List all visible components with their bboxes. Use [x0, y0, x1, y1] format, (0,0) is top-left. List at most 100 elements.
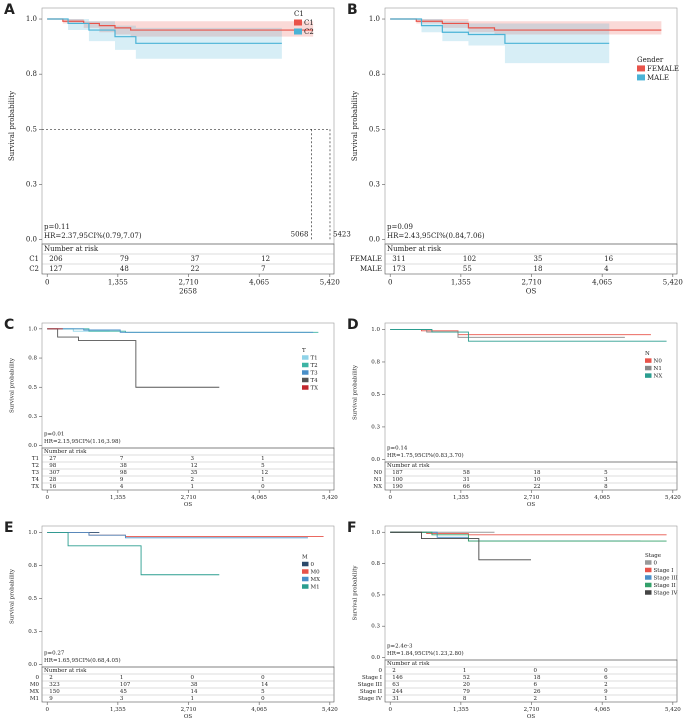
- x-tick-label: 5,420: [320, 279, 340, 287]
- risk-count: 10: [534, 477, 541, 483]
- risk-table-title: Number at risk: [387, 245, 442, 253]
- y-tick-label: 0.3: [26, 180, 37, 188]
- y-tick-label: 1.0: [371, 327, 380, 333]
- x-tick-label: 0: [45, 495, 49, 501]
- legend-label: M0: [311, 570, 321, 576]
- survival-curve: [390, 329, 667, 342]
- legend-label: T4: [311, 378, 319, 384]
- risk-count: 12: [261, 470, 268, 476]
- risk-count: 79: [120, 255, 129, 263]
- risk-count: 63: [392, 682, 399, 688]
- y-axis-label: Survival probability: [353, 565, 359, 621]
- x-tick-label: 0: [388, 279, 392, 287]
- legend-label: NX: [654, 374, 663, 380]
- y-tick-label: 1.0: [371, 530, 380, 536]
- annotation: HR=2.37,95CI%(0.79,7.07): [44, 232, 142, 240]
- legend-title: N: [645, 351, 650, 357]
- risk-row-name: N1: [374, 477, 382, 483]
- x-tick-label: 2,710: [524, 495, 540, 501]
- x-axis-label: OS: [527, 502, 536, 508]
- legend-label: Stage II: [654, 583, 676, 589]
- plot-frame: [41, 322, 335, 449]
- risk-count: 173: [392, 265, 405, 273]
- risk-count: 48: [120, 265, 129, 273]
- risk-count: 0: [261, 675, 265, 681]
- confidence-band: [47, 19, 314, 37]
- x-tick-label: 1,355: [451, 279, 471, 287]
- legend-label: T2: [311, 363, 318, 369]
- annotation: p=2.4e-3: [387, 644, 413, 650]
- y-tick-label: 0.0: [28, 443, 37, 449]
- risk-count: 2: [49, 675, 53, 681]
- risk-count: 52: [463, 675, 470, 681]
- risk-row-name: FEMALE: [350, 255, 382, 263]
- risk-row-name: T3: [32, 470, 40, 476]
- legend-label: T1: [311, 356, 318, 362]
- x-axis-label: 2658: [179, 287, 197, 295]
- risk-table-title: Number at risk: [387, 661, 430, 667]
- y-tick-label: 0.8: [26, 70, 37, 78]
- plot-frame: [384, 525, 678, 661]
- legend-swatch: [645, 582, 652, 588]
- x-tick-label: 5,420: [665, 495, 681, 501]
- risk-count: 0: [261, 484, 265, 490]
- risk-count: 5: [261, 689, 265, 695]
- annotation: HR=2.15,95CI%(1.16,3.98): [44, 438, 121, 445]
- annotation: p=0.14: [387, 446, 408, 452]
- legend-label: MALE: [647, 74, 669, 82]
- risk-count: 20: [463, 682, 470, 688]
- x-axis-label: OS: [526, 287, 537, 295]
- x-tick-label: 2,710: [181, 495, 197, 501]
- risk-count: 58: [463, 470, 470, 476]
- risk-count: 7: [261, 265, 265, 273]
- y-tick-label: 0.5: [369, 125, 380, 133]
- legend-swatch: [645, 365, 652, 371]
- x-tick-label: 2,710: [524, 707, 540, 713]
- x-tick-label: 2,710: [178, 279, 198, 287]
- legend-swatch: [302, 362, 309, 368]
- risk-row-name: T2: [32, 463, 39, 469]
- x-axis-label: OS: [527, 714, 536, 720]
- reference-label: 5068: [291, 231, 309, 239]
- risk-count: 16: [49, 484, 56, 490]
- risk-count: 3: [604, 477, 608, 483]
- legend-swatch: [302, 377, 309, 383]
- risk-row-name: M1: [30, 696, 39, 702]
- risk-count: 1: [261, 456, 265, 462]
- risk-count: 35: [191, 470, 198, 476]
- risk-count: 100: [392, 477, 403, 483]
- y-tick-label: 0.0: [371, 655, 380, 661]
- risk-count: 18: [534, 470, 541, 476]
- risk-count: 244: [392, 689, 403, 695]
- risk-row-name: MX: [29, 689, 39, 695]
- y-tick-label: 1.0: [26, 15, 37, 23]
- risk-count: 1: [120, 675, 124, 681]
- risk-count: 5: [261, 463, 265, 469]
- risk-count: 55: [463, 265, 472, 273]
- y-tick-label: 0.5: [371, 392, 380, 398]
- risk-count: 16: [604, 255, 613, 263]
- x-tick-label: 2,710: [521, 279, 541, 287]
- survival-curve: [47, 18, 314, 31]
- y-tick-label: 0.8: [369, 70, 380, 78]
- survival-curve: [47, 532, 308, 539]
- legend-title: C1: [294, 10, 304, 18]
- legend-swatch: [302, 576, 309, 582]
- risk-count: 2: [392, 668, 396, 674]
- risk-count: 22: [191, 265, 200, 273]
- survival-curve: [390, 18, 662, 31]
- y-tick-label: 0.5: [371, 592, 380, 598]
- y-tick-label: 0.3: [28, 414, 37, 420]
- annotation: HR=2.43,95CI%(0.84,7.06): [387, 232, 485, 240]
- risk-count: 0: [534, 668, 538, 674]
- legend-swatch: [645, 590, 652, 595]
- legend-title: T: [302, 348, 306, 354]
- survival-curve: [47, 532, 220, 576]
- risk-row-name: T4: [32, 477, 40, 483]
- x-tick-label: 4,065: [592, 279, 612, 287]
- y-tick-label: 0.3: [371, 424, 380, 430]
- panel-label: F: [347, 520, 357, 536]
- legend-label: TX: [311, 386, 319, 392]
- risk-count: 22: [534, 484, 541, 490]
- risk-row-name: Stage I: [362, 675, 382, 681]
